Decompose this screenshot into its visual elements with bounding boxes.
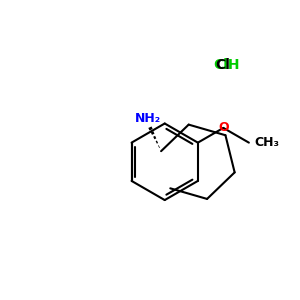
- Text: ClH: ClH: [213, 58, 240, 72]
- Text: O: O: [218, 122, 229, 134]
- Text: NH₂: NH₂: [135, 112, 161, 125]
- Text: CH₃: CH₃: [254, 136, 279, 149]
- Text: Cl: Cl: [215, 58, 230, 72]
